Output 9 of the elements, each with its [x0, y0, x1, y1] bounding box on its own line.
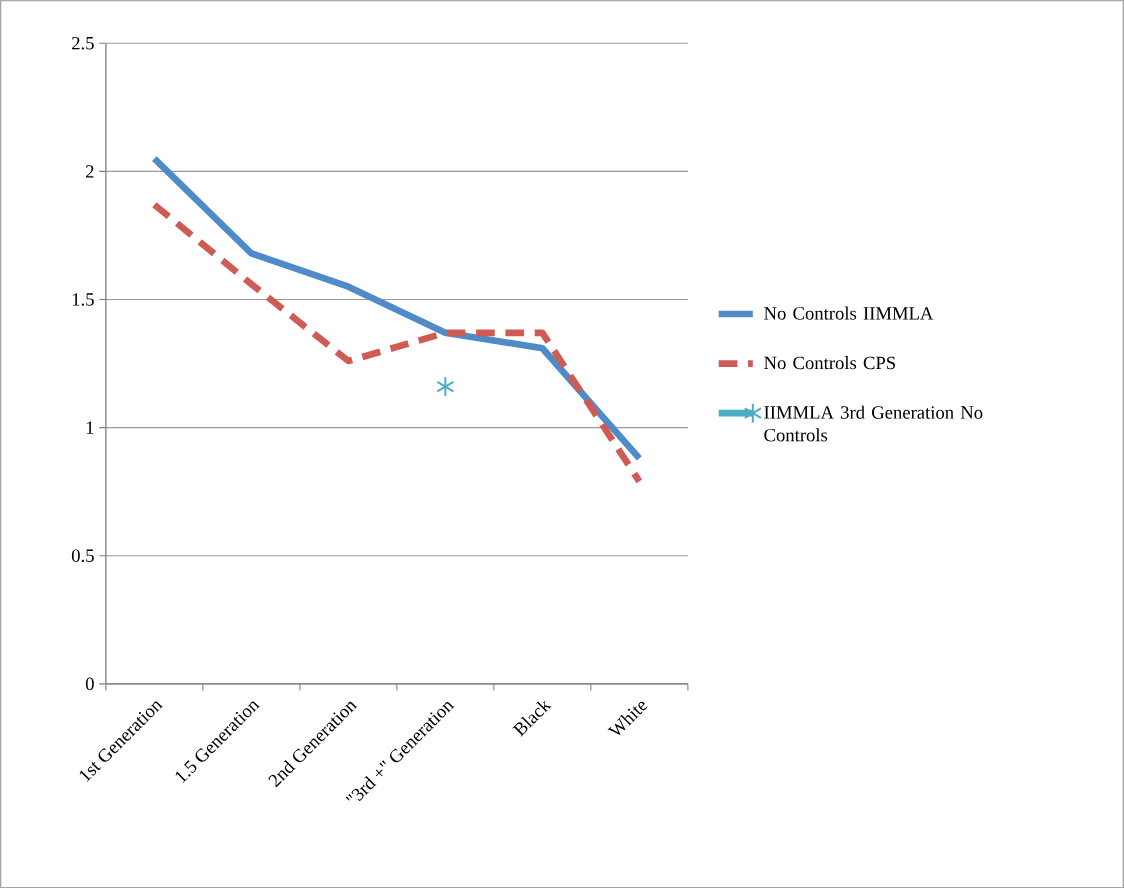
y-tick-label: 0.5 — [71, 549, 94, 562]
legend-label: No Controls CPS — [764, 355, 895, 370]
y-tick-label: 2 — [86, 165, 94, 178]
y-tick-label: 1.5 — [72, 293, 94, 306]
legend-label: No Controls IIMMLA — [764, 306, 934, 320]
y-tick-label: 1 — [86, 421, 94, 434]
legend-label: IIMMLA 3rd Generation No Controls — [764, 405, 983, 442]
y-tick-label: 0 — [85, 677, 94, 691]
y-tick-label: 2.5 — [72, 36, 94, 50]
